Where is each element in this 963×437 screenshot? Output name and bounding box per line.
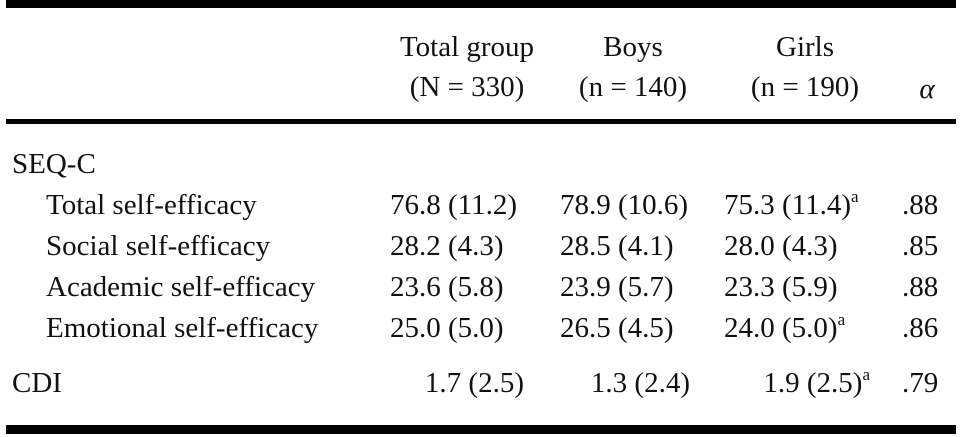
footnote-marker: a <box>837 310 846 329</box>
cell-total: 76.8 (11.2) <box>390 189 517 221</box>
cell-boys: 78.9 (10.6) <box>560 189 689 221</box>
row-label-emotional-self-efficacy: Emotional self-efficacy <box>46 312 319 344</box>
cell-alpha: .88 <box>902 271 939 303</box>
row-label-total-self-efficacy: Total self-efficacy <box>46 189 257 221</box>
footnote-marker: a <box>851 187 859 206</box>
header-boys: Boys <box>603 31 663 63</box>
cell-girls: 24.0 (5.0)a <box>724 310 846 344</box>
cell-boys: 23.9 (5.7) <box>560 271 674 303</box>
cell-alpha: .85 <box>902 230 939 262</box>
cell-total: 23.6 (5.8) <box>390 271 504 303</box>
header-boys-n: (n = 140) <box>578 71 688 103</box>
header-girls: Girls <box>776 31 834 63</box>
cell-alpha: .79 <box>902 367 939 399</box>
top-rule <box>6 0 956 8</box>
row-label-social-self-efficacy: Social self-efficacy <box>46 230 271 262</box>
section-label-seqc: SEQ-C <box>12 148 96 180</box>
header-alpha: α <box>919 73 935 105</box>
bottom-rule <box>6 425 956 434</box>
cell-girls: 23.3 (5.9) <box>724 271 838 303</box>
cell-alpha: .86 <box>902 312 939 344</box>
cell-boys: 26.5 (4.5) <box>560 312 674 344</box>
header-girls-n: (n = 190) <box>750 71 860 103</box>
cell-total: 28.2 (4.3) <box>390 230 504 262</box>
cell-alpha: .88 <box>902 189 939 221</box>
cell-girls: 1.9 (2.5)a <box>763 365 870 399</box>
cell-total: 1.7 (2.5) <box>424 367 524 399</box>
row-label-academic-self-efficacy: Academic self-efficacy <box>46 271 316 303</box>
header-rule <box>6 119 956 124</box>
header-total-group: Total group <box>399 31 535 63</box>
cell-boys: 28.5 (4.1) <box>560 230 674 262</box>
footnote-marker: a <box>862 365 870 384</box>
header-total-n: (N = 330) <box>409 71 525 103</box>
cell-girls: 28.0 (4.3) <box>724 230 838 262</box>
row-label-cdi: CDI <box>12 367 62 399</box>
cell-boys: 1.3 (2.4) <box>590 367 690 399</box>
cell-girls: 75.3 (11.4)a <box>724 187 859 221</box>
cell-total: 25.0 (5.0) <box>390 312 504 344</box>
